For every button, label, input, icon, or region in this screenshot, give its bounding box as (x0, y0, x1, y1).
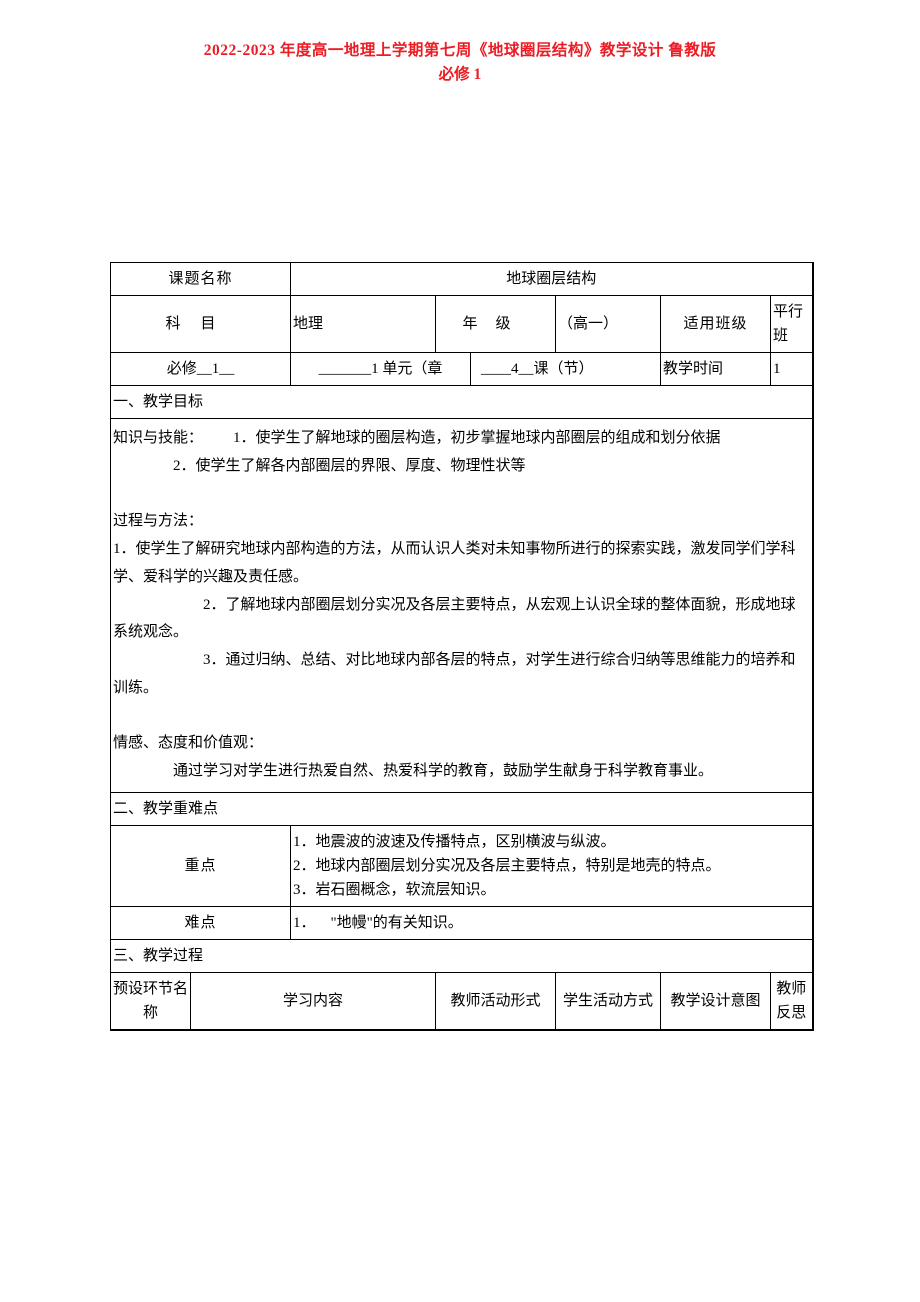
value-lesson: ____4__课（节） (471, 353, 661, 386)
row-difficulty: 难点 1． "地幔"的有关知识。 (111, 906, 813, 939)
keypoint-1: 1．地震波的波速及传播特点，区别横波与纵波。 (293, 830, 810, 854)
row-objectives: 知识与技能： 1．使学生了解地球的圈层构造，初步掌握地球内部圈层的组成和划分依据… (111, 419, 813, 793)
document-title-line1: 2022-2023 年度高一地理上学期第七周《地球圈层结构》教学设计 鲁教版 (110, 38, 810, 60)
value-bixiu: 必修__1__ (111, 353, 291, 386)
bixiu-text: 必修__1__ (167, 361, 235, 377)
row-keypoint: 重点 1．地震波的波速及传播特点，区别横波与纵波。 2．地球内部圈层划分实况及各… (111, 825, 813, 906)
emotion-head: 情感、态度和价值观： (113, 730, 810, 758)
section2-title: 二、教学重难点 (111, 792, 813, 825)
label-keypoint: 重点 (111, 825, 291, 906)
section1-title: 一、教学目标 (111, 386, 813, 419)
row-module: 必修__1__ _______1 单元（章 ____4__课（节） 教学时间 1 (111, 353, 813, 386)
value-time: 1 (771, 353, 813, 386)
label-difficulty: 难点 (111, 906, 291, 939)
proc-col6: 教师反思 (771, 972, 813, 1030)
proc-col3: 教师活动形式 (436, 972, 556, 1030)
process-p2: 2．了解地球内部圈层划分实况及各层主要特点，从宏观上认识全球的整体面貌，形成地球… (113, 592, 810, 648)
emotion-body: 通过学习对学生进行热爱自然、热爱科学的教育，鼓励学生献身于科学教育事业。 (113, 758, 810, 786)
objectives-cell: 知识与技能： 1．使学生了解地球的圈层构造，初步掌握地球内部圈层的组成和划分依据… (111, 419, 813, 793)
keypoint-content: 1．地震波的波速及传播特点，区别横波与纵波。 2．地球内部圈层划分实况及各层主要… (291, 825, 813, 906)
process-head: 过程与方法： (113, 508, 810, 536)
document-title-line2: 必修 1 (110, 62, 810, 84)
value-grade: （高一） (556, 296, 661, 353)
proc-col1: 预设环节名称 (111, 972, 191, 1030)
row-sec2-title: 二、教学重难点 (111, 792, 813, 825)
process-p3: 3．通过归纳、总结、对比地球内部各层的特点，对学生进行综合归纳等思维能力的培养和… (113, 647, 810, 703)
proc-col4: 学生活动方式 (556, 972, 661, 1030)
blank-spacer (110, 84, 810, 262)
proc-col2: 学习内容 (191, 972, 436, 1030)
label-subject: 科目 (111, 296, 291, 353)
row-process-header: 预设环节名称 学习内容 教师活动形式 学生活动方式 教学设计意图 教师反思 (111, 972, 813, 1030)
keypoint-3: 3．岩石圈概念，软流层知识。 (293, 878, 810, 902)
objectives-content: 知识与技能： 1．使学生了解地球的圈层构造，初步掌握地球内部圈层的组成和划分依据… (113, 423, 810, 788)
row-subject: 科目 地理 年级 （高一） 适用班级 平行班 (111, 296, 813, 353)
row-sec3-title: 三、教学过程 (111, 939, 813, 972)
value-unit: _______1 单元（章 (291, 353, 471, 386)
value-course-name: 地球圈层结构 (291, 263, 813, 296)
section3-title: 三、教学过程 (111, 939, 813, 972)
label-grade: 年级 (436, 296, 556, 353)
process-p1: 1．使学生了解研究地球内部构造的方法，从而认识人类对未知事物所进行的探索实践，激… (113, 536, 810, 592)
value-subject: 地理 (291, 296, 436, 353)
knowledge-line2: 2．使学生了解各内部圈层的界限、厚度、物理性状等 (113, 453, 810, 481)
row-course-title: 课题名称 地球圈层结构 (111, 263, 813, 296)
value-class: 平行班 (771, 296, 813, 353)
label-course-name: 课题名称 (111, 263, 291, 296)
proc-col5: 教学设计意图 (661, 972, 771, 1030)
lesson-plan-table: 课题名称 地球圈层结构 科目 地理 年级 （高一） 适用班级 平行班 必修__1… (110, 262, 814, 1031)
keypoint-2: 2．地球内部圈层划分实况及各层主要特点，特别是地壳的特点。 (293, 854, 810, 878)
knowledge-line1: 知识与技能： 1．使学生了解地球的圈层构造，初步掌握地球内部圈层的组成和划分依据 (113, 425, 810, 453)
label-time: 教学时间 (661, 353, 771, 386)
row-sec1-title: 一、教学目标 (111, 386, 813, 419)
page: 2022-2023 年度高一地理上学期第七周《地球圈层结构》教学设计 鲁教版 必… (0, 0, 920, 1302)
label-class: 适用班级 (661, 296, 771, 353)
difficulty-content: 1． "地幔"的有关知识。 (291, 906, 813, 939)
